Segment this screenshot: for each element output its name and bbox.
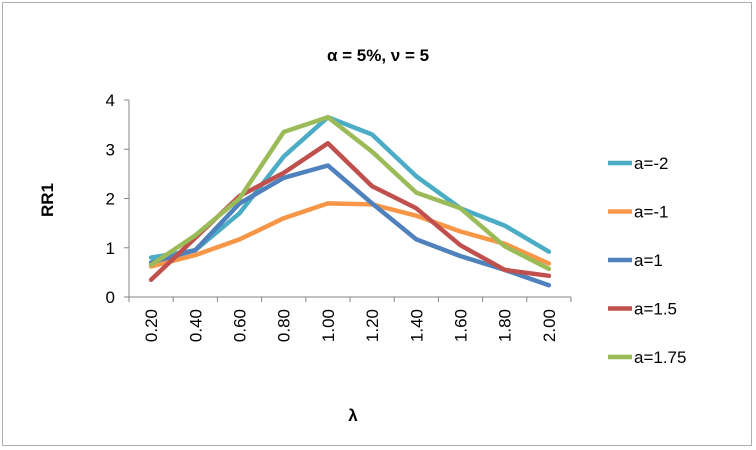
legend: a=-2 a=-1 a=1 a=1.5 a=1.75: [608, 154, 686, 367]
legend-label: a=-1: [634, 203, 669, 222]
x-tick-label: 0.80: [275, 309, 294, 342]
x-tick-label: 0.60: [231, 309, 250, 342]
legend-label: a=1.75: [634, 348, 686, 367]
chart-frame: α = 5%, ν = 5 λ RR1 0 1 2 3 4 0.20 0.40 0.60 0.8…: [2, 2, 752, 446]
series-lines: [148, 114, 552, 288]
series-line-a=1: [148, 163, 552, 288]
y-tick-label: 3: [106, 140, 115, 159]
axes: 0 1 2 3 4 0.20 0.40 0.60 0.80 1.00 1.20 1.40 1.60 1.8…: [106, 91, 572, 342]
legend-label: a=-2: [634, 154, 669, 173]
x-tick-label: 1.60: [452, 309, 471, 342]
x-tick-label: 2.00: [540, 309, 559, 342]
x-tick-label: 1.00: [319, 309, 338, 342]
x-tick-label: 1.40: [407, 309, 426, 342]
y-tick-label: 1: [106, 239, 115, 258]
legend-label: a=1: [634, 251, 663, 270]
x-tick-label: 0.40: [186, 309, 205, 342]
y-tick-label: 4: [106, 91, 115, 110]
series-line-a=-2: [148, 114, 552, 260]
x-tick-label: 0.20: [142, 309, 161, 342]
chart-title: α = 5%, ν = 5: [327, 46, 429, 65]
y-tick-label: 0: [106, 288, 115, 307]
series-line-a=-1: [148, 201, 552, 269]
series-line-a=1.5: [148, 141, 552, 283]
series-line-a=1.75: [148, 114, 552, 272]
legend-label: a=1.5: [634, 300, 677, 319]
line-chart: α = 5%, ν = 5 λ RR1 0 1 2 3 4 0.20 0.40 0.60 0.8…: [38, 46, 686, 425]
x-tick-label: 1.80: [496, 309, 515, 342]
y-tick-label: 2: [106, 190, 115, 209]
y-axis-title: RR1: [38, 183, 57, 217]
x-axis-title: λ: [348, 406, 358, 425]
x-tick-label: 1.20: [363, 309, 382, 342]
